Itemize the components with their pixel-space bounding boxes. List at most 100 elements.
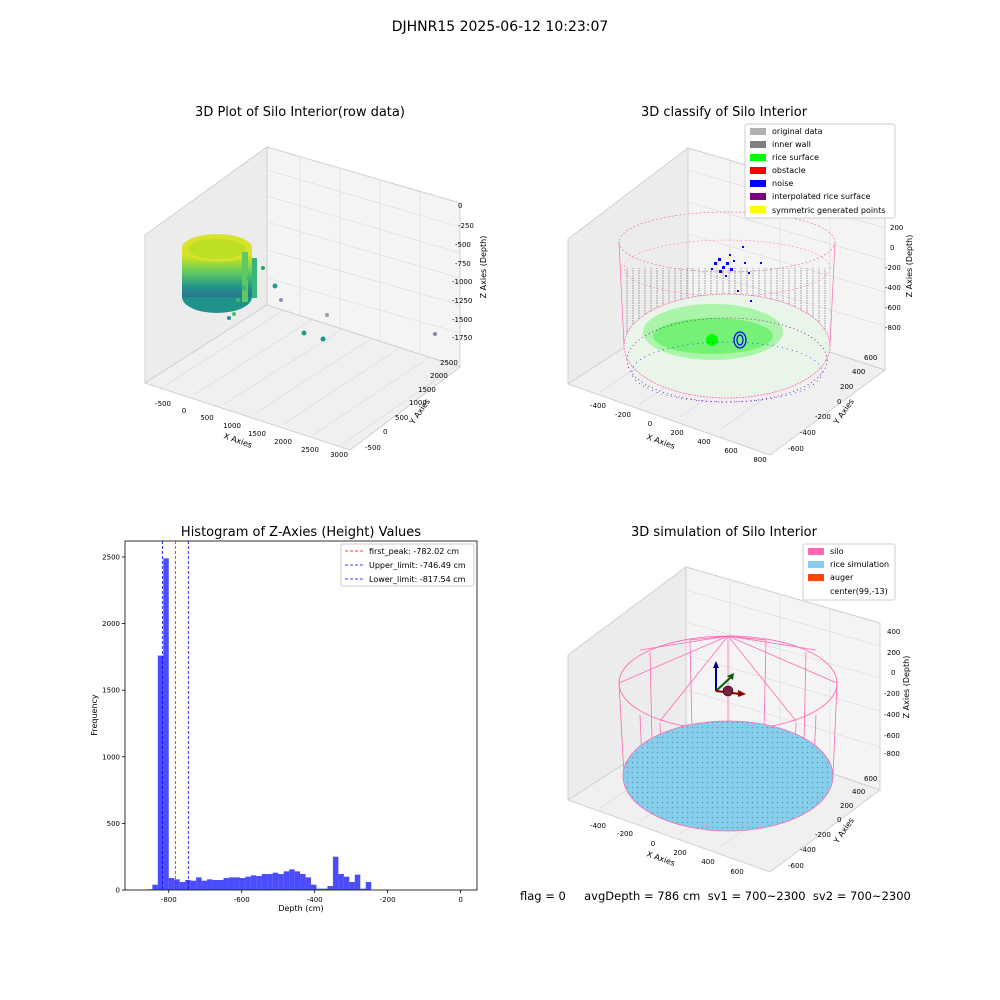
auger-marker — [713, 661, 746, 697]
p2-ytick: -400 — [800, 429, 816, 437]
p1-ztick: -1250 — [452, 297, 472, 305]
hist-bar — [294, 871, 301, 890]
p1-ztick: 0 — [458, 202, 462, 210]
panel1-pane-floor — [143, 304, 462, 451]
hist-ytick-label: 2500 — [102, 553, 120, 561]
legend-swatch-rice-surface — [750, 154, 766, 161]
p2-ytick: -200 — [815, 413, 831, 421]
hist-bar — [354, 874, 361, 890]
legend-swatch-noise — [750, 180, 766, 187]
legend-label: symmetric generated points — [772, 206, 885, 215]
p4-ytick: 400 — [852, 788, 865, 796]
p4-ytick: 200 — [840, 802, 853, 810]
hist-xlabel: Depth (cm) — [278, 904, 323, 913]
hist-bar — [332, 856, 339, 890]
panel2-classified-cloud — [618, 211, 836, 403]
p2-ytick: -600 — [788, 445, 804, 453]
p4-ztick: -800 — [884, 750, 900, 758]
p1-ztick: -1000 — [452, 278, 472, 286]
p1-ytick: 2000 — [430, 372, 448, 380]
p1-xtick: 1500 — [248, 430, 266, 438]
legend-label: noise — [772, 179, 793, 188]
hist-xtick-label: -800 — [161, 896, 177, 904]
p2-xtick: -200 — [615, 411, 631, 419]
p4-ytick: -600 — [788, 862, 804, 870]
hist-xtick-label: -200 — [380, 896, 396, 904]
hist-bar — [316, 888, 322, 890]
hist-bar — [338, 874, 344, 890]
hist-xtick-label: -600 — [234, 896, 250, 904]
p4-zlabel: Z Axies (Depth) — [902, 656, 911, 719]
rice-simulation-surface — [622, 720, 834, 832]
p4-ytick: 0 — [837, 816, 841, 824]
hist-bar — [261, 874, 268, 890]
legend-label: interpolated rice surface — [772, 192, 870, 201]
hist-bar — [146, 889, 153, 890]
hist-axes-frame — [124, 540, 478, 891]
hist-bar — [256, 876, 262, 890]
p1-ztick: -250 — [458, 222, 474, 230]
legend-label: center(99,-13) — [830, 587, 888, 596]
hist-ytick-label: 500 — [107, 820, 120, 828]
hist-bar — [152, 884, 158, 890]
legend-label: first_peak: -782.02 cm — [369, 547, 459, 556]
hist-bar — [360, 888, 366, 890]
legend-label: silo — [830, 547, 844, 556]
p4-xtick: 200 — [673, 849, 686, 857]
legend-swatch-inner-wall — [750, 141, 766, 148]
panel4-legend: silo rice simulation auger center(99,-13… — [802, 543, 896, 601]
p4-ztick: 200 — [887, 649, 900, 657]
hist-legend: first_peak: -782.02 cm Upper_limit: -746… — [340, 543, 475, 587]
legend-label: obstacle — [772, 166, 806, 175]
hist-ytick-label: 2000 — [102, 620, 120, 628]
p4-xtick: 400 — [701, 858, 714, 866]
p2-ztick: 0 — [890, 244, 894, 252]
p2-ytick: 400 — [852, 368, 865, 376]
panel2-legend: original data inner wall rice surface ob… — [744, 123, 896, 219]
hist-bar — [239, 878, 246, 890]
p1-ytick: -500 — [365, 444, 381, 452]
hist-bar — [343, 876, 350, 890]
hist-bar — [349, 882, 355, 890]
hist-bar — [305, 877, 312, 890]
legend-swatch-auger — [808, 574, 824, 581]
status-line: flag = 0 avgDepth = 786 cm sv1 = 700~230… — [520, 889, 911, 903]
legend-swatch-obstacle — [750, 167, 766, 174]
hist-xtick-label: -400 — [307, 896, 323, 904]
hist-bar — [250, 875, 257, 890]
panel1-title: 3D Plot of Silo Interior(row data) — [195, 105, 405, 120]
hist-bar — [218, 880, 224, 890]
figure-suptitle: DJHNR15 2025-06-12 10:23:07 — [392, 19, 609, 35]
p2-ztick: -600 — [885, 304, 901, 312]
hist-bar — [163, 558, 169, 890]
p1-ytick: 1000 — [409, 399, 427, 407]
hist-bar — [267, 874, 273, 890]
p4-ztick: 0 — [891, 669, 895, 677]
p2-xtick: 800 — [753, 456, 766, 464]
p1-ztick: -750 — [455, 260, 471, 268]
p4-xtick: 600 — [730, 868, 743, 876]
p1-ytick: 500 — [395, 414, 408, 422]
hist-bar — [223, 878, 229, 890]
panel-classify: 3D classify of Silo Interior — [566, 105, 914, 464]
p4-ytick: 600 — [864, 775, 877, 783]
p1-xtick: -500 — [155, 400, 171, 408]
hist-bar — [201, 880, 208, 890]
legend-label: auger — [830, 573, 854, 582]
panel3-title: Histogram of Z-Axies (Height) Values — [181, 525, 421, 540]
legend-swatch-original — [750, 128, 766, 135]
p4-xtick: -200 — [617, 830, 633, 838]
p2-xtick: 400 — [697, 438, 710, 446]
p1-zlabel: Z Axies (Depth) — [479, 236, 488, 299]
p2-ztick: 200 — [890, 224, 903, 232]
hist-bar — [179, 882, 186, 890]
p1-ztick: -1500 — [452, 316, 472, 324]
legend-label: inner wall — [772, 140, 811, 149]
p1-xtick: 0 — [182, 407, 186, 415]
legend-swatch-rice-simulation — [808, 561, 824, 568]
p2-ztick: -200 — [885, 264, 901, 272]
p4-ztick: 400 — [887, 628, 900, 636]
hist-bar — [207, 879, 213, 890]
p1-xtick: 3000 — [330, 451, 348, 459]
